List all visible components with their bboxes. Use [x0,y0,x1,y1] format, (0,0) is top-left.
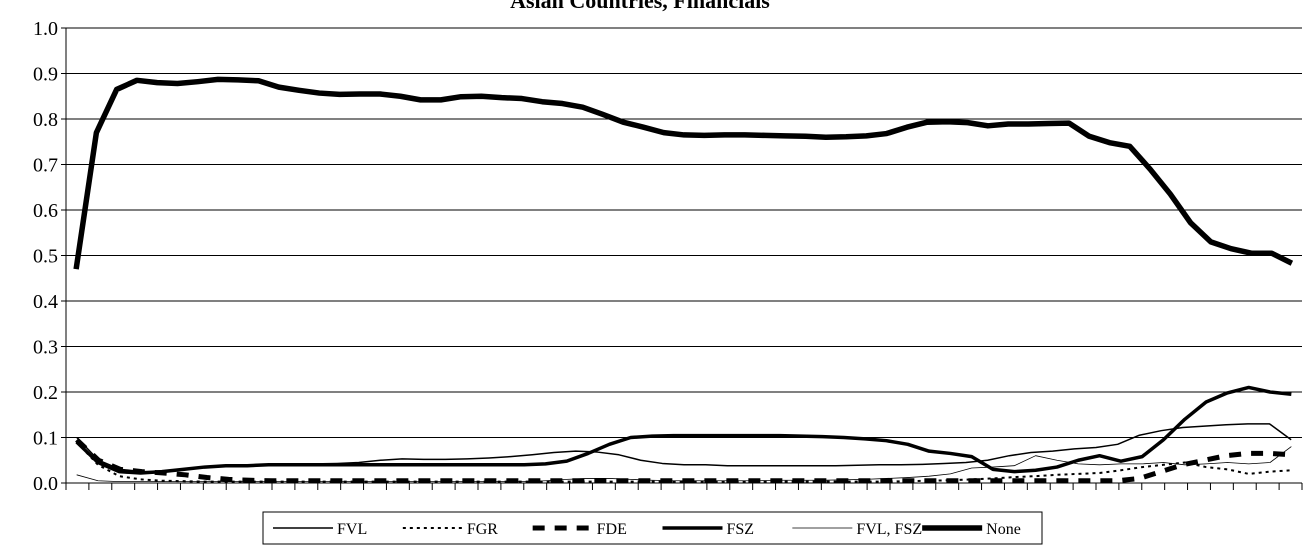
series-line-none [73,76,1294,270]
gridlines [66,27,1302,438]
y-axis-ticks: 0.0 0.1 0.2 0.3 0.4 0.5 0.6 0.7 0.8 0.9 1.0 [33,18,66,495]
legend-label: FVL [337,521,367,538]
y-tick-label: 0.9 [33,64,58,86]
series-lines [73,76,1294,484]
legend-item: FVL, FSZ [792,521,922,538]
legend-item: FVL [273,521,367,538]
y-tick-label: 0.2 [33,382,58,404]
legend-item: FDE [532,521,627,538]
y-tick-label: 0.0 [33,473,58,495]
legend: FVL FGR FDE FSZ FVL, FSZ None [262,511,1043,545]
legend-label: FDE [597,521,627,538]
y-tick-label: 0.6 [33,200,58,222]
series-line-fgr [75,441,1292,483]
legend-item: FSZ [662,521,755,538]
x-axis [65,28,1303,490]
y-tick-label: 0.1 [33,428,58,450]
series-line-fsz [75,385,1292,475]
y-tick-label: 0.3 [33,337,58,359]
legend-box [262,511,1043,545]
legend-label: FSZ [727,521,755,538]
series-line-fvl-fsz [76,446,1292,483]
chart-title: Asian Countries, Financials [510,0,770,13]
y-tick-label: 0.5 [33,246,58,268]
y-tick-label: 0.7 [33,155,58,177]
legend-item: FGR [402,521,498,538]
y-tick-label: 0.4 [33,291,58,313]
y-tick-label: 0.8 [33,109,58,131]
legend-label: FGR [467,521,498,538]
legend-label: None [986,521,1021,538]
y-tick-label: 1.0 [33,18,58,40]
legend-label: FVL, FSZ [856,521,922,538]
legend-item: None [922,521,1021,538]
